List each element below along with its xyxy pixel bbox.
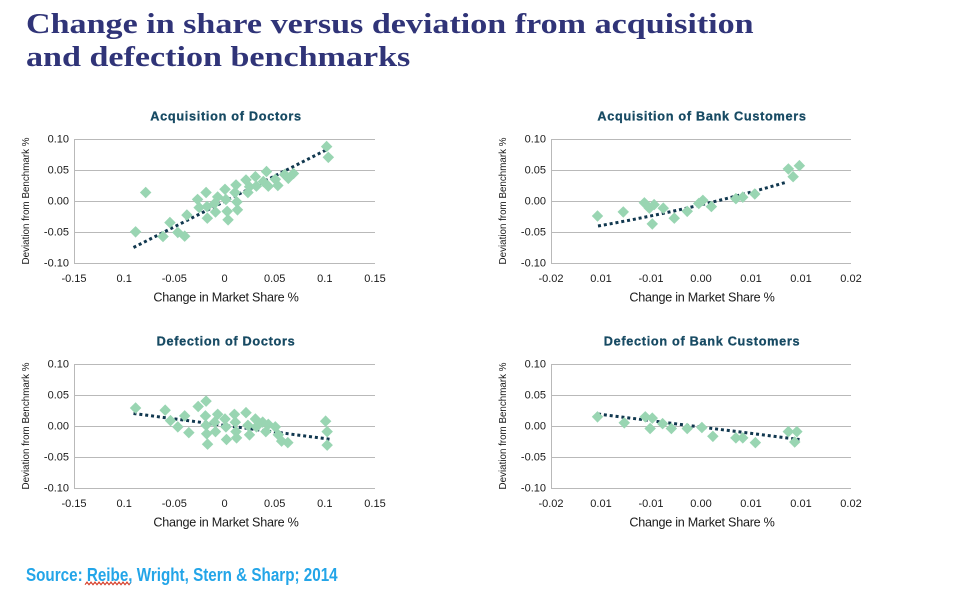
svg-text:0.01: 0.01 bbox=[740, 273, 761, 285]
svg-text:Acquisition of Bank Customers: Acquisition of Bank Customers bbox=[597, 110, 806, 124]
svg-text:0.02: 0.02 bbox=[840, 498, 861, 510]
svg-text:0.10: 0.10 bbox=[525, 359, 546, 371]
svg-text:0.15: 0.15 bbox=[364, 273, 385, 285]
svg-text:0.00: 0.00 bbox=[525, 421, 546, 433]
svg-text:0.01: 0.01 bbox=[790, 498, 811, 510]
svg-text:0.1: 0.1 bbox=[117, 498, 132, 510]
svg-text:0.01: 0.01 bbox=[740, 498, 761, 510]
svg-text:0.1: 0.1 bbox=[117, 273, 132, 285]
svg-text:-0.10: -0.10 bbox=[44, 258, 69, 270]
svg-text:0.05: 0.05 bbox=[525, 390, 546, 402]
svg-text:0.05: 0.05 bbox=[525, 165, 546, 177]
svg-text:0.10: 0.10 bbox=[48, 359, 69, 371]
svg-text:-0.10: -0.10 bbox=[521, 483, 546, 495]
svg-text:-0.05: -0.05 bbox=[44, 227, 69, 239]
svg-text:-0.10: -0.10 bbox=[521, 258, 546, 270]
svg-text:0.00: 0.00 bbox=[48, 421, 69, 433]
svg-text:Deviation from Benchmark %: Deviation from Benchmark % bbox=[498, 137, 509, 264]
svg-text:Defection of Bank Customers: Defection of Bank Customers bbox=[604, 335, 801, 349]
svg-text:-0.05: -0.05 bbox=[162, 498, 187, 510]
svg-text:0.05: 0.05 bbox=[264, 273, 285, 285]
svg-text:0.00: 0.00 bbox=[690, 498, 711, 510]
svg-text:-0.05: -0.05 bbox=[521, 227, 546, 239]
svg-text:-0.01: -0.01 bbox=[638, 498, 663, 510]
svg-text:0.00: 0.00 bbox=[48, 196, 69, 208]
svg-text:-0.01: -0.01 bbox=[638, 273, 663, 285]
svg-text:Deviation from Benchmark %: Deviation from Benchmark % bbox=[21, 137, 32, 264]
svg-text:0.00: 0.00 bbox=[525, 196, 546, 208]
svg-text:-0.02: -0.02 bbox=[538, 273, 563, 285]
svg-text:Defection of Doctors: Defection of Doctors bbox=[157, 335, 296, 349]
svg-text:-0.10: -0.10 bbox=[44, 483, 69, 495]
svg-text:Deviation from Benchmark %: Deviation from Benchmark % bbox=[21, 362, 32, 489]
svg-text:-0.05: -0.05 bbox=[162, 273, 187, 285]
svg-text:0.05: 0.05 bbox=[48, 165, 69, 177]
svg-text:Change in Market Share %: Change in Market Share % bbox=[153, 291, 298, 305]
svg-text:-0.02: -0.02 bbox=[538, 498, 563, 510]
svg-text:0.01: 0.01 bbox=[590, 498, 611, 510]
svg-text:0: 0 bbox=[221, 498, 227, 510]
svg-text:-0.05: -0.05 bbox=[44, 452, 69, 464]
svg-text:0.15: 0.15 bbox=[364, 498, 385, 510]
svg-text:0: 0 bbox=[221, 273, 227, 285]
svg-text:0.10: 0.10 bbox=[48, 134, 69, 146]
svg-text:0.05: 0.05 bbox=[48, 390, 69, 402]
svg-text:Acquisition of Doctors: Acquisition of Doctors bbox=[150, 110, 301, 124]
svg-text:0.1: 0.1 bbox=[317, 498, 332, 510]
svg-text:-0.15: -0.15 bbox=[61, 498, 86, 510]
svg-text:0.01: 0.01 bbox=[790, 273, 811, 285]
svg-text:-0.15: -0.15 bbox=[61, 273, 86, 285]
svg-text:Deviation from Benchmark %: Deviation from Benchmark % bbox=[498, 362, 509, 489]
svg-text:Change in Market Share %: Change in Market Share % bbox=[629, 291, 774, 305]
svg-text:0.10: 0.10 bbox=[525, 134, 546, 146]
svg-text:0.00: 0.00 bbox=[690, 273, 711, 285]
svg-text:0.1: 0.1 bbox=[317, 273, 332, 285]
svg-text:-0.05: -0.05 bbox=[521, 452, 546, 464]
svg-text:0.02: 0.02 bbox=[840, 273, 861, 285]
svg-text:0.05: 0.05 bbox=[264, 498, 285, 510]
svg-text:Change in Market Share %: Change in Market Share % bbox=[629, 516, 774, 530]
svg-text:0.01: 0.01 bbox=[590, 273, 611, 285]
svg-text:Change in Market Share %: Change in Market Share % bbox=[153, 516, 298, 530]
